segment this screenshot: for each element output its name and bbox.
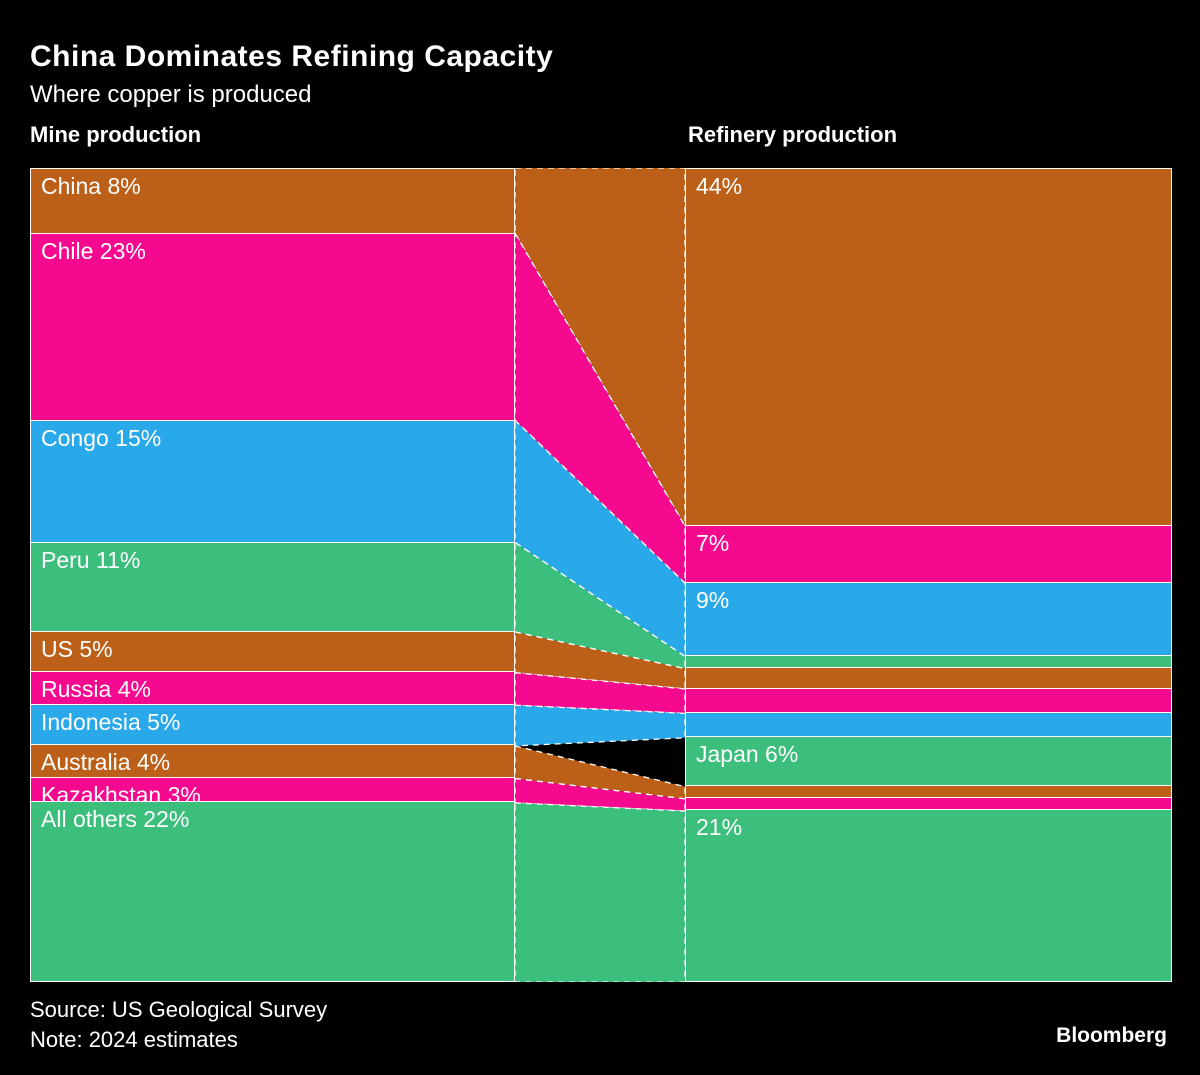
flow-us [515,631,685,690]
flow-all-others [515,802,685,982]
estimate-note: Note: 2024 estimates [30,1027,238,1052]
mine-label-all-others: All others 22% [41,806,190,833]
refinery-band-chile: 7% [686,526,1171,584]
bloomberg-logo: Bloomberg [1056,1024,1167,1047]
flow-china [515,168,685,528]
refinery-label-all-others: 21% [696,814,743,841]
refinery-band-china: 44% [686,169,1171,527]
mine-label-peru: Peru 11% [41,546,141,573]
refinery-band-all-others: 21% [686,810,1171,981]
mine-production-column: China 8% Chile 23% Congo 15% Peru 11% US 5% R… [30,168,515,982]
mine-band-chile: Chile 23% [31,233,514,421]
refinery-band-russia [686,688,1171,713]
mine-band-peru: Peru 11% [31,542,514,632]
flow-peru [515,541,685,670]
flow-kazakhstan [515,777,685,812]
flow-indonesia [515,704,685,747]
mine-label-australia: Australia 4% [41,749,171,776]
mine-band-us: US 5% [31,631,514,673]
refinery-label-china: 44% [696,173,743,199]
refinery-band-congo: 9% [686,583,1171,657]
flow-australia [515,745,685,800]
mine-band-all-others: All others 22% [31,802,514,981]
mine-label-chile: Chile 23% [41,237,146,264]
chart-title: China Dominates Refining Capacity [30,40,554,73]
source-note: Source: US Geological Survey [30,997,328,1022]
refinery-band-australia [686,786,1171,799]
mine-label-russia: Russia 4% [41,676,151,703]
flow-russia [515,672,685,715]
flow-links [515,168,685,982]
mine-band-kazakhstan: Kazakhstan 3% [31,777,514,807]
refinery-production-header: Refinery production [688,122,898,147]
sankey-chart: China 8% Chile 23% Congo 15% Peru 11% US 5% R… [30,168,1172,982]
refinery-label-chile: 7% [696,530,730,557]
mine-band-china: China 8% [31,169,514,234]
refinery-band-us [686,668,1171,689]
flow-congo [515,419,685,658]
refinery-label-japan: Japan 6% [696,741,799,768]
refinery-band-japan: Japan 6% [686,737,1171,787]
chart-subtitle: Where copper is produced [30,81,312,108]
flow-chile [515,231,685,585]
mine-band-congo: Congo 15% [31,420,514,543]
mine-label-china: China 8% [41,173,141,199]
mine-label-indonesia: Indonesia 5% [41,708,181,735]
refinery-band-indonesia [686,713,1171,738]
refinery-band-kazakhstan [686,798,1171,811]
refinery-label-congo: 9% [696,587,730,614]
refinery-production-column: 44% 7% 9% Japan 6% 21% [685,168,1172,982]
mine-production-header: Mine production [30,122,202,147]
mine-label-congo: Congo 15% [41,424,162,451]
mine-label-us: US 5% [41,635,113,662]
mine-band-australia: Australia 4% [31,745,514,778]
mine-band-russia: Russia 4% [31,672,514,705]
refinery-band-peru [686,656,1171,669]
mine-band-indonesia: Indonesia 5% [31,704,514,746]
